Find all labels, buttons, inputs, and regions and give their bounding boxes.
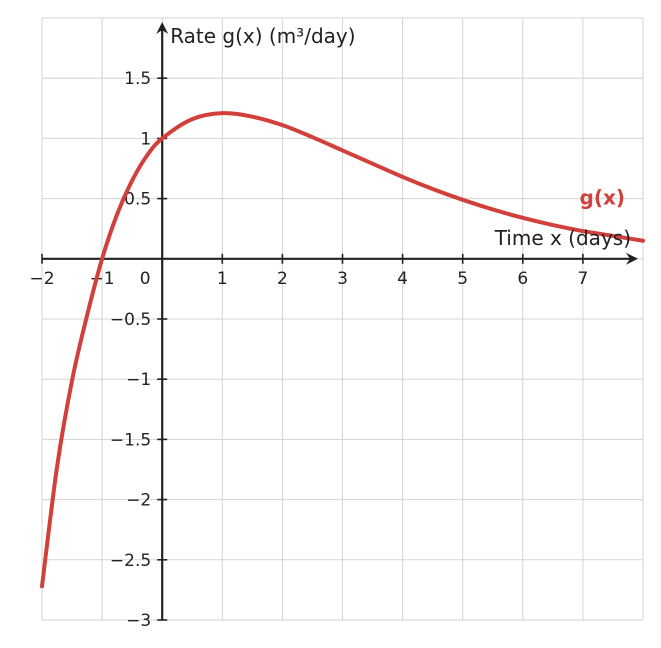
y-tick-label: −0.5 (110, 310, 151, 330)
x-axis-arrowhead (626, 252, 638, 265)
x-tick-label: 2 (277, 269, 288, 289)
y-tick-label: −3 (126, 611, 151, 631)
x-tick-label: 5 (457, 269, 468, 289)
x-tick-label: −2 (29, 269, 54, 289)
x-axis-title: Time x (days) (494, 226, 631, 250)
y-tick-label: −2.5 (110, 551, 151, 571)
x-tick-label: 0 (140, 269, 151, 289)
y-axis-title: Rate g(x) (m³/day) (170, 24, 355, 48)
series-group (40, 111, 645, 589)
x-tick-label: 1 (217, 269, 228, 289)
y-tick-label: −2 (126, 491, 151, 511)
series-label: g(x) (580, 186, 626, 210)
y-tick-label: 0.5 (124, 190, 151, 210)
y-tick-label: 1 (140, 129, 151, 149)
ticks: −2 −1 0 1 2 3 4 5 6 7−3−2.5−2−1.5−1−0.50.511.5 (29, 69, 588, 631)
y-tick-label: −1 (126, 370, 151, 390)
y-axis-arrowhead (156, 22, 169, 34)
x-tick-label: 4 (397, 269, 408, 289)
y-tick-label: −1.5 (110, 430, 151, 450)
x-tick-label: 6 (517, 269, 528, 289)
series-line (40, 111, 645, 589)
axes (42, 22, 638, 620)
x-tick-label: 3 (337, 269, 348, 289)
y-tick-label: 1.5 (124, 69, 151, 89)
x-tick-label: 7 (577, 269, 588, 289)
